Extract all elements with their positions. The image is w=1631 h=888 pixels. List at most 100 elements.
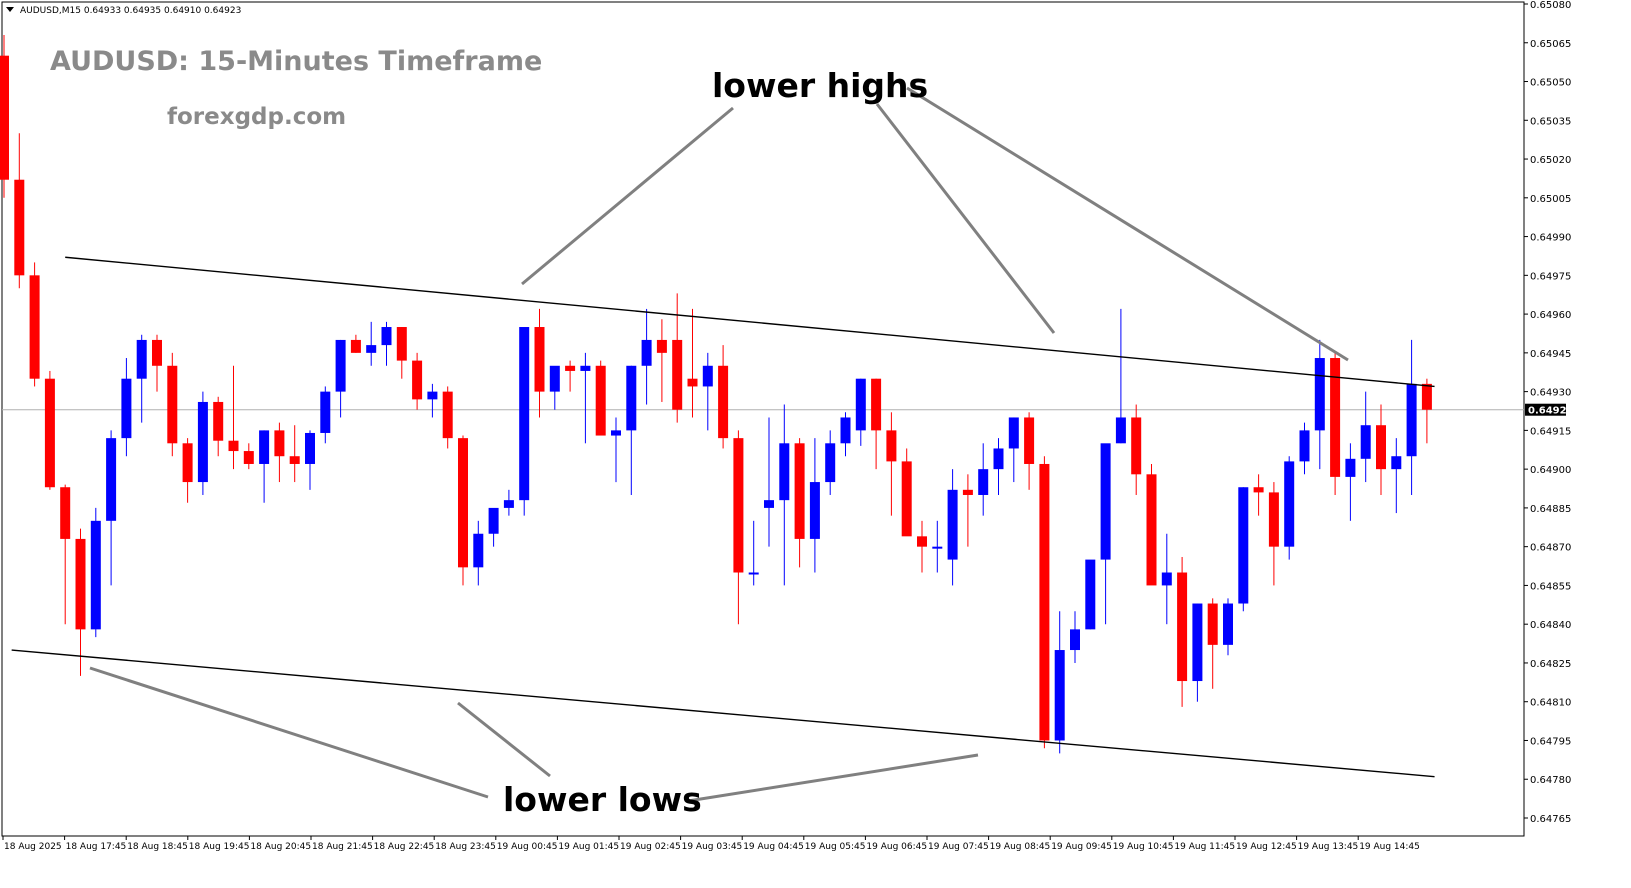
- time-axis: 18 Aug 2025 18 Aug 17:45 18 Aug 18:45 18 Au…: [2, 836, 1420, 852]
- x-tick-label: 19 Aug 06:45: [866, 842, 927, 852]
- candle-body: [809, 482, 820, 539]
- price-axis: 0.65080 0.65065 0.65050 0.65035 0.65020 0.650…: [1524, 0, 1571, 825]
- candle: [1299, 422, 1310, 475]
- x-tick-label: 19 Aug 07:45: [928, 842, 989, 852]
- candle: [197, 391, 208, 495]
- candle: [748, 520, 759, 586]
- candle: [1207, 598, 1218, 689]
- candle: [809, 438, 820, 573]
- candle: [580, 352, 591, 444]
- candle: [978, 443, 989, 516]
- candle: [764, 417, 774, 547]
- candle-body: [1161, 572, 1172, 586]
- x-tick-label: 19 Aug 12:45: [1236, 842, 1297, 852]
- candle-body: [871, 378, 882, 431]
- y-tick-label: 0.64870: [1530, 543, 1571, 554]
- candle: [1345, 443, 1356, 521]
- candle: [1223, 598, 1233, 656]
- candle: [427, 383, 438, 418]
- candle-body: [840, 417, 851, 444]
- y-tick-label: 0.64780: [1530, 775, 1571, 786]
- candle-body: [259, 430, 270, 464]
- candle: [1115, 308, 1126, 444]
- candle-body: [947, 489, 958, 560]
- candle-body: [75, 538, 86, 630]
- current-price-label: 0.64923: [1528, 406, 1574, 417]
- y-tick-label: 0.65020: [1530, 155, 1571, 166]
- y-tick-label: 0.64795: [1530, 736, 1571, 747]
- candle-body: [458, 438, 468, 568]
- candle-body: [412, 360, 423, 400]
- y-tick-label: 0.64930: [1530, 388, 1571, 399]
- candle: [458, 435, 468, 586]
- x-tick-label: 19 Aug 09:45: [1051, 842, 1112, 852]
- candle: [1406, 339, 1417, 495]
- candle-body: [0, 55, 9, 180]
- y-tick-label: 0.64915: [1530, 426, 1571, 437]
- candle: [274, 422, 285, 483]
- candle-body: [794, 443, 805, 539]
- candle: [687, 308, 698, 418]
- candle-body: [228, 440, 239, 452]
- candle: [14, 133, 25, 289]
- candle: [1100, 443, 1111, 625]
- candle: [75, 528, 86, 676]
- candle-body: [1008, 417, 1019, 449]
- candle: [733, 430, 744, 625]
- candle-body: [656, 339, 667, 353]
- candle: [442, 386, 453, 449]
- y-tick-label: 0.65035: [1530, 116, 1571, 127]
- candle: [565, 360, 576, 392]
- x-tick-label: 19 Aug 02:45: [620, 842, 681, 852]
- candle: [626, 365, 637, 495]
- candle-body: [1421, 383, 1432, 410]
- annotation-pointer-line: [457, 701, 551, 778]
- channel-lines: [11, 256, 1435, 778]
- candle: [243, 443, 254, 470]
- y-tick-label: 0.65005: [1530, 194, 1571, 205]
- candle-body: [565, 365, 576, 371]
- y-tick-label: 0.64960: [1530, 310, 1571, 321]
- candle-body: [396, 327, 407, 361]
- candle: [886, 412, 897, 516]
- candle: [29, 262, 40, 387]
- candle-body: [90, 520, 101, 630]
- candle-body: [1085, 559, 1096, 630]
- candle: [412, 352, 423, 410]
- candle: [534, 308, 545, 418]
- candle-body: [44, 378, 55, 488]
- candle-body: [381, 327, 392, 346]
- candle-body: [503, 500, 514, 508]
- x-tick-label: 18 Aug 19:45: [189, 842, 250, 852]
- dropdown-triangle-icon[interactable]: [6, 7, 14, 12]
- candle-body: [136, 339, 147, 379]
- candle-body: [473, 533, 484, 568]
- candle-body: [1238, 487, 1249, 604]
- candle-body: [901, 461, 912, 537]
- y-tick-label: 0.65050: [1530, 78, 1571, 89]
- candle-body: [121, 378, 132, 439]
- candle-body: [1253, 487, 1264, 493]
- candle-body: [1054, 650, 1065, 741]
- candle: [611, 417, 621, 483]
- candle-body: [1268, 492, 1279, 547]
- candle-body: [1345, 458, 1356, 477]
- candle: [488, 507, 499, 547]
- candle-body: [1131, 417, 1142, 475]
- candle-body: [1299, 430, 1310, 462]
- y-tick-label: 0.64990: [1530, 233, 1571, 244]
- x-tick-label: 18 Aug 22:45: [374, 842, 435, 852]
- x-tick-label: 18 Aug 20:45: [250, 842, 311, 852]
- candle: [1314, 339, 1325, 470]
- y-tick-label: 0.64855: [1530, 581, 1571, 592]
- candle-body: [350, 339, 361, 353]
- candle-body: [1330, 358, 1341, 477]
- candle-body: [488, 507, 499, 534]
- candle: [855, 378, 866, 446]
- y-tick-label: 0.64945: [1530, 349, 1571, 360]
- plot-frame: [1, 1, 1525, 837]
- candle-body: [274, 430, 285, 457]
- candle-body: [962, 489, 973, 495]
- candle: [1177, 557, 1188, 707]
